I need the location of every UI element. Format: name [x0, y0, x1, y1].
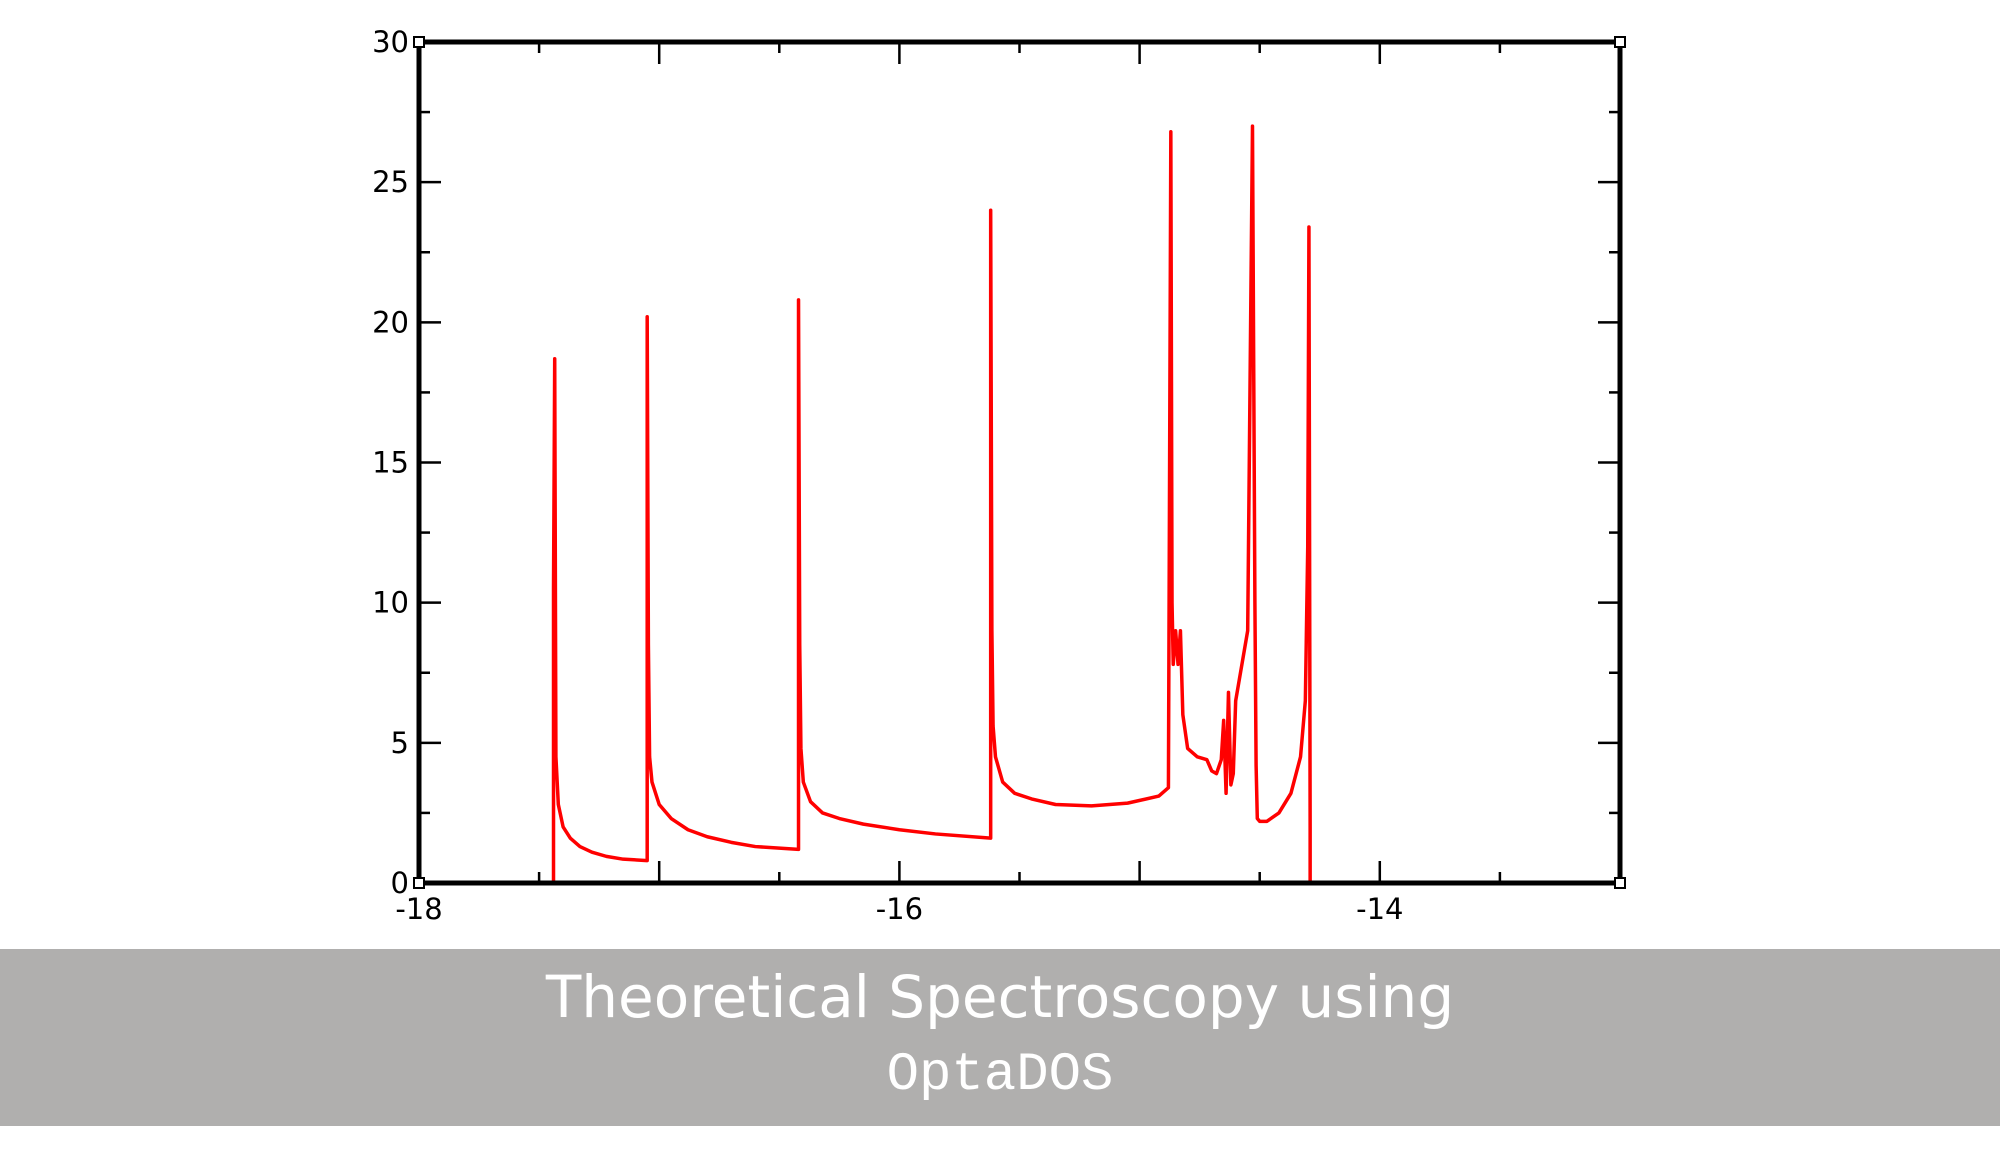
spectrum-chart: -18 -16 -14 0 5 10 15 20 25 30: [372, 25, 1626, 926]
plot-frame: [416, 39, 1623, 886]
y-tick-label: 10: [372, 586, 409, 620]
x-tick-label: -14: [1356, 892, 1403, 926]
x-tick-label: -16: [876, 892, 923, 926]
caption-subtitle: OptaDOS: [886, 1045, 1114, 1106]
corner-marker: [1614, 877, 1626, 889]
y-tick-label: 0: [391, 866, 409, 900]
caption-title: Theoretical Spectroscopy using: [545, 963, 1455, 1031]
y-tick-label: 15: [372, 446, 409, 480]
axis-tick-labels: -18 -16 -14 0 5 10 15 20 25 30: [372, 25, 1403, 926]
x-tick-label: -18: [395, 892, 442, 926]
y-tick-label: 20: [372, 305, 409, 339]
axis-ticks: [417, 40, 1622, 885]
y-tick-label: 5: [391, 726, 409, 760]
frame-corner-markers: [413, 36, 1626, 889]
y-tick-label: 30: [372, 25, 409, 59]
corner-marker: [413, 877, 425, 889]
corner-marker: [1614, 36, 1626, 48]
corner-marker: [413, 36, 425, 48]
y-tick-label: 25: [372, 165, 409, 199]
spectrum-line: [551, 124, 1312, 883]
caption-band: [0, 949, 2000, 1126]
